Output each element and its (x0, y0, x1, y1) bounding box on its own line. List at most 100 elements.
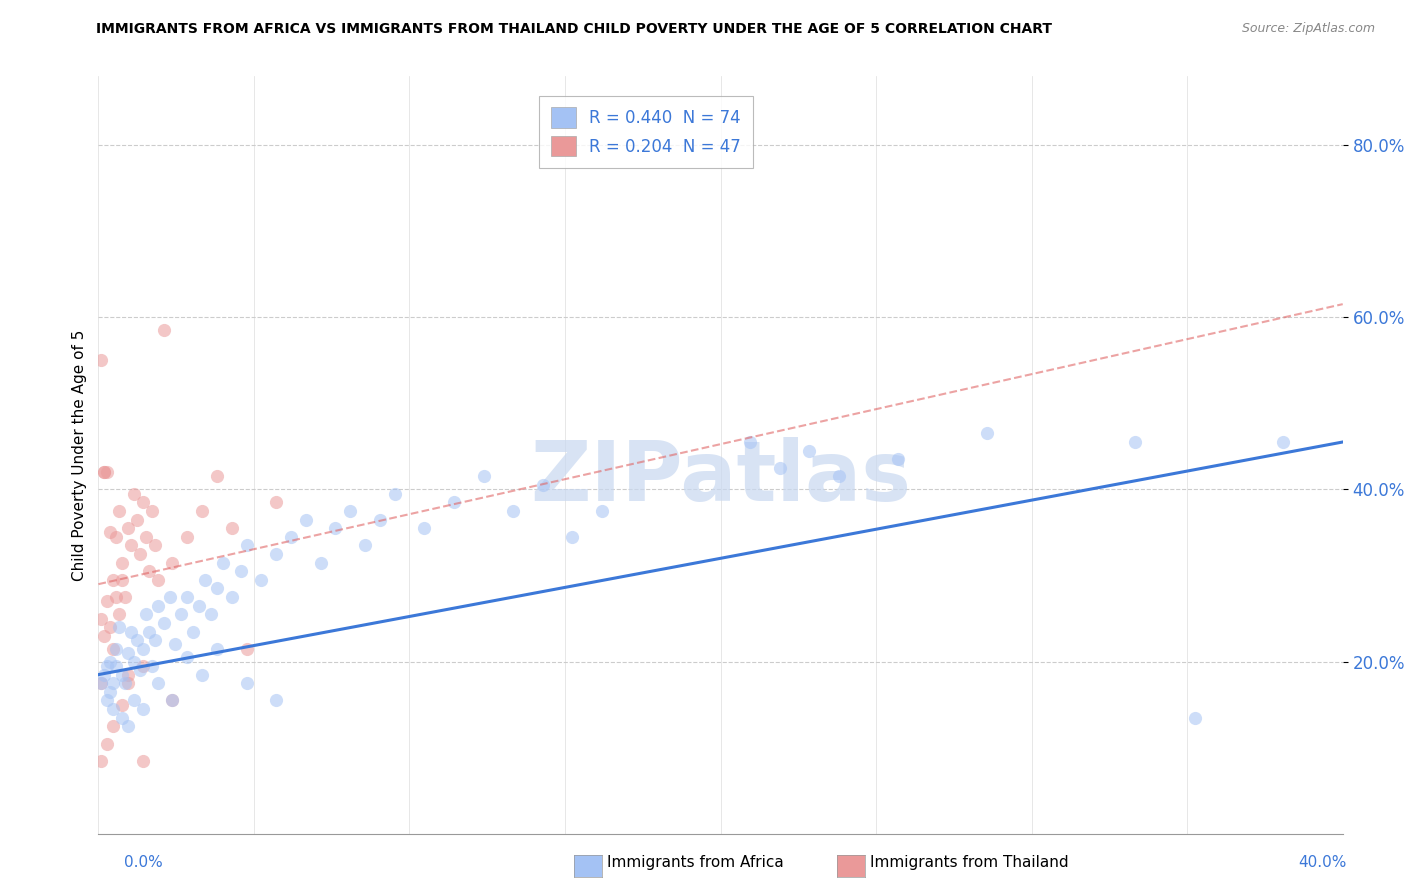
Point (188, 599, 211, 613)
Point (162, 556, 184, 570)
Point (165, 637, 187, 651)
Point (114, 590, 136, 604)
Point (205, 469, 228, 483)
Point (235, 641, 257, 656)
Point (90, 754, 112, 768)
Point (799, 443, 821, 458)
Point (146, 676, 169, 690)
Point (96, 693, 118, 707)
Point (205, 582, 228, 596)
Point (125, 512, 148, 526)
Point (96, 659, 118, 673)
Point (181, 624, 204, 639)
Point (205, 641, 228, 656)
Point (191, 504, 214, 518)
Point (120, 624, 142, 639)
Point (339, 504, 361, 518)
Point (93, 465, 115, 479)
Point (98, 655, 121, 669)
Point (143, 633, 166, 648)
Point (200, 607, 222, 622)
Point (122, 693, 145, 707)
Point (368, 512, 391, 526)
Point (264, 693, 287, 707)
Point (325, 521, 347, 535)
Point (111, 667, 134, 681)
Point (135, 530, 157, 544)
Point (221, 590, 243, 604)
Point (1125, 435, 1147, 450)
Point (108, 620, 131, 634)
Point (111, 573, 134, 587)
Point (152, 323, 174, 337)
Point (105, 659, 128, 673)
Point (235, 538, 257, 552)
Point (122, 655, 145, 669)
Point (264, 495, 287, 509)
Point (176, 650, 198, 665)
Point (502, 504, 524, 518)
Point (117, 521, 139, 535)
Point (90, 612, 112, 626)
Point (93, 667, 115, 681)
Point (90, 353, 112, 368)
Point (141, 504, 163, 518)
Point (114, 676, 136, 690)
Point (98, 685, 121, 699)
Point (191, 667, 214, 681)
Point (93, 465, 115, 479)
Point (1184, 711, 1206, 725)
Text: IMMIGRANTS FROM AFRICA VS IMMIGRANTS FROM THAILAND CHILD POVERTY UNDER THE AGE O: IMMIGRANTS FROM AFRICA VS IMMIGRANTS FRO… (96, 22, 1052, 37)
Point (561, 530, 583, 544)
Point (531, 478, 554, 492)
Point (221, 521, 243, 535)
Point (250, 573, 273, 587)
Text: Immigrants from Thailand: Immigrants from Thailand (870, 855, 1069, 870)
Point (176, 590, 198, 604)
Point (105, 641, 128, 656)
Point (143, 538, 166, 552)
Point (111, 698, 134, 712)
Point (135, 607, 157, 622)
Point (103, 676, 125, 690)
Point (146, 573, 169, 587)
Text: ZIPatlas: ZIPatlas (530, 437, 911, 518)
Point (170, 607, 193, 622)
Point (162, 693, 184, 707)
Point (105, 530, 128, 544)
Point (117, 719, 139, 733)
Point (129, 663, 152, 677)
Point (176, 530, 198, 544)
Point (828, 469, 851, 483)
Point (98, 525, 121, 540)
Point (96, 737, 118, 751)
Point (194, 573, 217, 587)
Point (103, 641, 125, 656)
Point (295, 512, 318, 526)
Point (90, 676, 112, 690)
Point (591, 504, 613, 518)
Y-axis label: Child Poverty Under the Age of 5: Child Poverty Under the Age of 5 (72, 329, 87, 581)
Point (740, 435, 762, 450)
Point (125, 633, 148, 648)
Point (111, 711, 134, 725)
Point (98, 620, 121, 634)
Point (103, 719, 125, 733)
Point (90, 676, 112, 690)
Point (129, 547, 152, 561)
Point (443, 495, 465, 509)
Point (413, 521, 436, 535)
Point (108, 607, 131, 622)
Point (108, 504, 131, 518)
Point (159, 590, 181, 604)
Point (132, 754, 155, 768)
Point (122, 486, 145, 500)
Point (976, 426, 998, 441)
Text: Source: ZipAtlas.com: Source: ZipAtlas.com (1241, 22, 1375, 36)
Point (141, 659, 163, 673)
Point (138, 624, 160, 639)
Point (354, 538, 377, 552)
Point (887, 452, 910, 467)
Point (105, 590, 128, 604)
Point (103, 702, 125, 716)
